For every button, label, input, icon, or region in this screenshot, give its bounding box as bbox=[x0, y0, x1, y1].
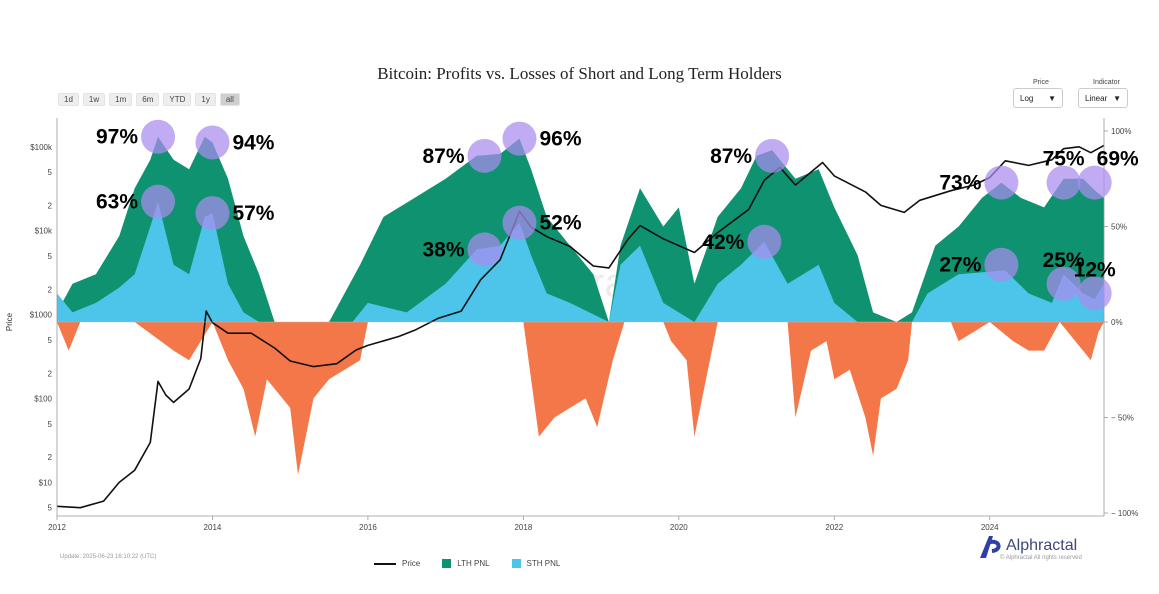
annotation-marker bbox=[1077, 165, 1112, 200]
y-left-tick-label: $100k bbox=[30, 143, 53, 152]
annotation-marker bbox=[1077, 276, 1112, 311]
x-tick-label: 2016 bbox=[359, 523, 377, 532]
annotation-label: 57% bbox=[232, 202, 274, 225]
y-left-tick-label: 2 bbox=[48, 201, 53, 210]
legend-swatch-lth bbox=[442, 559, 452, 568]
indicator-scale-value: Linear bbox=[1085, 93, 1108, 103]
chevron-down-icon: ▼ bbox=[1048, 93, 1056, 103]
annotation-marker bbox=[984, 247, 1019, 282]
annotation-label: 12% bbox=[1074, 258, 1116, 281]
annotation-label: 96% bbox=[539, 128, 581, 151]
range-button-1w[interactable]: 1w bbox=[82, 93, 106, 106]
chart-legend: Price LTH PNL STH PNL bbox=[374, 559, 560, 568]
chevron-down-icon: ▼ bbox=[1113, 93, 1121, 103]
range-button-all[interactable]: all bbox=[219, 93, 240, 106]
price-scale-value: Log bbox=[1020, 93, 1034, 103]
range-selector: 1d 1w 1m 6m YTD 1y all bbox=[58, 93, 240, 106]
y-left-tick-label: 2 bbox=[48, 453, 53, 462]
annotation-marker bbox=[747, 224, 782, 259]
y-right-tick-label: 100% bbox=[1111, 127, 1131, 136]
range-button-1y[interactable]: 1y bbox=[195, 93, 216, 106]
range-button-6m[interactable]: 6m bbox=[136, 93, 160, 106]
y-left-tick-label: 5 bbox=[48, 252, 53, 261]
annotation-marker bbox=[467, 232, 502, 267]
x-tick-label: 2014 bbox=[204, 523, 222, 532]
annotation-label: 27% bbox=[939, 254, 981, 277]
price-scale-label: Price bbox=[1033, 79, 1049, 86]
legend-label-sth: STH PNL bbox=[526, 559, 561, 568]
indicator-scale-select[interactable]: Linear ▼ bbox=[1078, 88, 1128, 108]
annotation-marker bbox=[195, 196, 230, 231]
y-left-tick-label: 5 bbox=[48, 168, 53, 177]
legend-swatch-sth bbox=[511, 559, 521, 568]
annotation-marker bbox=[141, 119, 176, 154]
annotation-label: 52% bbox=[539, 212, 581, 235]
sth-pnl-area bbox=[57, 201, 1104, 322]
range-button-1m[interactable]: 1m bbox=[109, 93, 133, 106]
update-timestamp: Update: 2025-06-23 16:10:22 (UTC) bbox=[60, 554, 157, 560]
annotation-marker bbox=[502, 205, 537, 240]
annotation-label: 73% bbox=[939, 172, 981, 195]
legend-item-price[interactable]: Price bbox=[374, 559, 420, 568]
price-line bbox=[56, 144, 1105, 509]
indicator-scale-label: Indicator bbox=[1093, 79, 1120, 86]
annotation-marker bbox=[755, 138, 790, 173]
annotation-label: 69% bbox=[1097, 148, 1139, 171]
x-tick-label: 2022 bbox=[825, 523, 843, 532]
y-left-tick-label: $10 bbox=[39, 478, 53, 487]
annotation-label: 42% bbox=[702, 231, 744, 254]
annotation-label: 75% bbox=[1043, 148, 1085, 171]
y-left-tick-label: $1000 bbox=[30, 311, 53, 320]
legend-item-lth[interactable]: LTH PNL bbox=[442, 559, 490, 568]
annotation-marker bbox=[502, 121, 537, 156]
loss-area bbox=[57, 322, 1104, 475]
y-left-tick-label: 2 bbox=[48, 285, 53, 294]
y-right-tick-label: − 100% bbox=[1111, 509, 1138, 518]
y-left-tick-label: $100 bbox=[34, 395, 52, 404]
brand-name: Alphractal bbox=[1006, 537, 1078, 554]
brand-copyright: © Alphractal All rights reserved bbox=[1000, 555, 1082, 561]
x-tick-label: 2012 bbox=[48, 523, 66, 532]
annotation-label: 63% bbox=[96, 191, 138, 214]
legend-swatch-price bbox=[374, 562, 396, 565]
annotation-marker bbox=[1046, 266, 1081, 301]
annotation-label: 94% bbox=[232, 131, 274, 154]
lth-pnl-area bbox=[57, 136, 1104, 322]
annotation-label: 87% bbox=[422, 145, 464, 168]
y-right-tick-label: 0% bbox=[1111, 318, 1123, 327]
annotation-marker bbox=[984, 165, 1019, 200]
annotation-label: 25% bbox=[1043, 249, 1085, 272]
x-tick-label: 2024 bbox=[981, 523, 999, 532]
annotation-label: 97% bbox=[96, 126, 138, 149]
y-left-tick-label: $10k bbox=[35, 227, 53, 236]
y-left-tick-label: 5 bbox=[48, 336, 53, 345]
y-left-tick-label: 5 bbox=[48, 420, 53, 429]
annotation-marker bbox=[195, 125, 230, 160]
x-tick-label: 2018 bbox=[514, 523, 532, 532]
annotation-label: 87% bbox=[710, 145, 752, 168]
range-button-1d[interactable]: 1d bbox=[58, 93, 79, 106]
legend-item-sth[interactable]: STH PNL bbox=[511, 559, 561, 568]
brand-logo: Alphractal © Alphractal All rights reser… bbox=[978, 534, 1082, 565]
y-axis-title: Price bbox=[5, 312, 14, 331]
annotation-marker bbox=[141, 184, 176, 219]
legend-label-lth: LTH PNL bbox=[457, 559, 490, 568]
price-scale-select[interactable]: Log ▼ bbox=[1013, 88, 1063, 108]
annotation-marker bbox=[1046, 165, 1081, 200]
chart-title: Bitcoin: Profits vs. Losses of Short and… bbox=[377, 64, 782, 83]
y-left-tick-label: 5 bbox=[48, 504, 53, 513]
y-right-tick-label: 50% bbox=[1111, 223, 1127, 232]
y-left-tick-label: 2 bbox=[48, 369, 53, 378]
y-right-tick-label: − 50% bbox=[1111, 414, 1134, 423]
range-button-ytd[interactable]: YTD bbox=[163, 93, 192, 106]
annotation-label: 38% bbox=[422, 238, 464, 261]
x-tick-label: 2020 bbox=[670, 523, 688, 532]
alphractal-logo-icon bbox=[980, 536, 1001, 558]
annotation-marker bbox=[467, 138, 502, 173]
legend-label-price: Price bbox=[402, 559, 421, 568]
